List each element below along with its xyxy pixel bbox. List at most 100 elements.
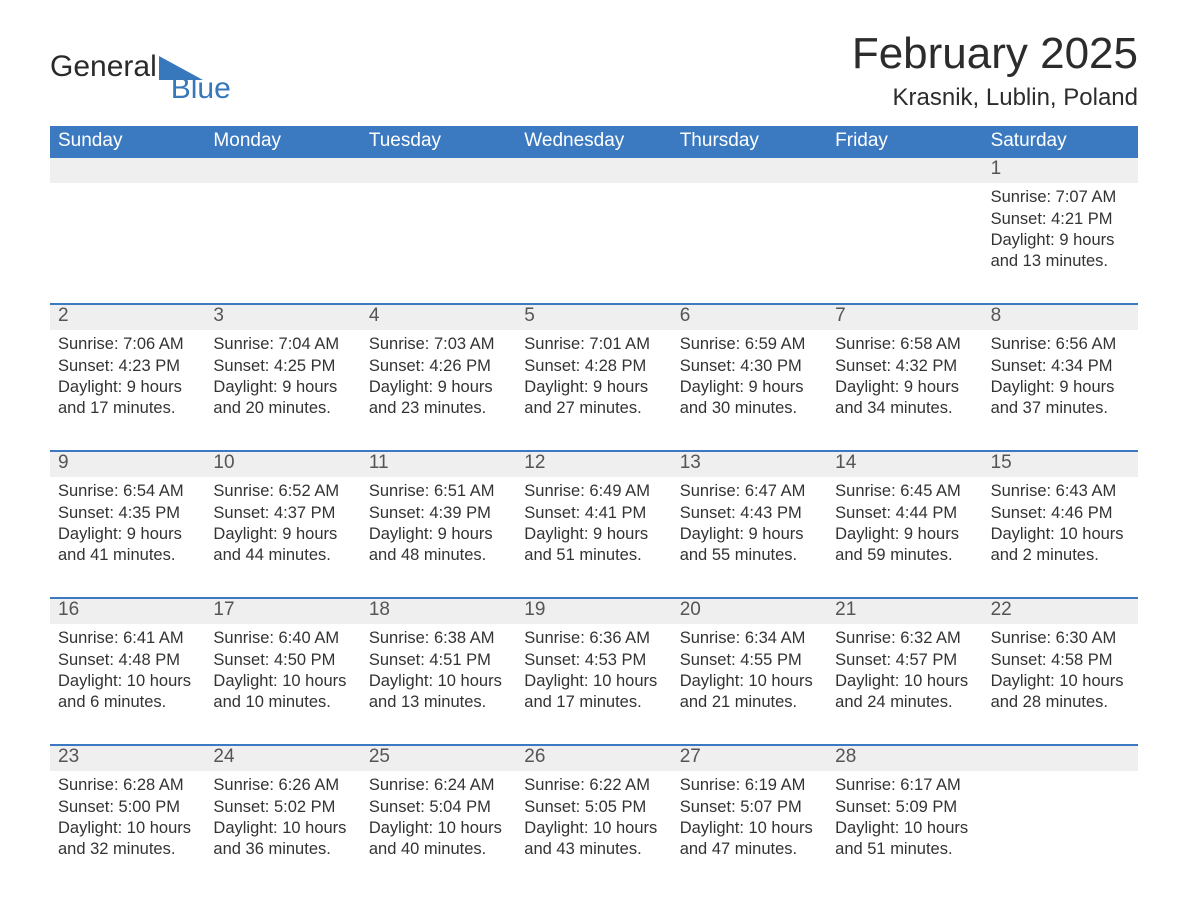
day-cell: Sunrise: 6:49 AMSunset: 4:41 PMDaylight:… [516, 477, 671, 573]
title-block: February 2025 Krasnik, Lublin, Poland [852, 30, 1138, 112]
calendar-page: General Blue February 2025 Krasnik, Lubl… [0, 0, 1188, 907]
sunset-line: Sunset: 5:07 PM [680, 797, 819, 818]
weekday-header: Friday [827, 126, 982, 158]
day-number: 25 [361, 746, 516, 771]
sunset-line: Sunset: 4:43 PM [680, 503, 819, 524]
day-number: 12 [516, 452, 671, 477]
day-cell: Sunrise: 6:28 AMSunset: 5:00 PMDaylight:… [50, 771, 205, 867]
day-cell: Sunrise: 7:03 AMSunset: 4:26 PMDaylight:… [361, 330, 516, 426]
content-row: Sunrise: 7:06 AMSunset: 4:23 PMDaylight:… [50, 330, 1138, 426]
daylight-line: Daylight: 10 hours and 47 minutes. [680, 818, 819, 860]
sunrise-line: Sunrise: 7:06 AM [58, 334, 197, 355]
calendar-body: 1Sunrise: 7:07 AMSunset: 4:21 PMDaylight… [50, 158, 1138, 867]
day-number: 26 [516, 746, 671, 771]
day-number: 15 [983, 452, 1138, 477]
header-row: General Blue February 2025 Krasnik, Lubl… [50, 30, 1138, 112]
day-number: 8 [983, 305, 1138, 330]
day-number: 6 [672, 305, 827, 330]
daylight-line: Daylight: 10 hours and 36 minutes. [213, 818, 352, 860]
day-cell: Sunrise: 6:38 AMSunset: 4:51 PMDaylight:… [361, 624, 516, 720]
day-number: 23 [50, 746, 205, 771]
sunrise-line: Sunrise: 6:54 AM [58, 481, 197, 502]
content-row: Sunrise: 6:41 AMSunset: 4:48 PM Daylight:… [50, 624, 1138, 720]
sunrise-line: Sunrise: 6:41 AM [58, 628, 197, 649]
day-number: 11 [361, 452, 516, 477]
calendar-week: 2345678Sunrise: 7:06 AMSunset: 4:23 PMDa… [50, 303, 1138, 426]
sunset-line: Sunset: 4:37 PM [213, 503, 352, 524]
daylight-line: Daylight: 9 hours and 51 minutes. [524, 524, 663, 566]
sunset-line: Sunset: 5:09 PM [835, 797, 974, 818]
sunrise-line: Sunrise: 6:58 AM [835, 334, 974, 355]
sunrise-line: Sunrise: 6:40 AM [213, 628, 352, 649]
day-number: 21 [827, 599, 982, 624]
daylight-line: Daylight: 9 hours and 55 minutes. [680, 524, 819, 566]
day-cell: Sunrise: 7:01 AMSunset: 4:28 PMDaylight:… [516, 330, 671, 426]
day-number: 19 [516, 599, 671, 624]
day-number: 3 [205, 305, 360, 330]
sunset-line: Sunset: 4:44 PM [835, 503, 974, 524]
daynum-row: 16171819202122 [50, 599, 1138, 624]
day-cell [50, 183, 205, 279]
daynum-row: 232425262728 [50, 746, 1138, 771]
content-row: Sunrise: 6:28 AMSunset: 5:00 PMDaylight:… [50, 771, 1138, 867]
day-cell: Sunrise: 6:47 AMSunset: 4:43 PMDaylight:… [672, 477, 827, 573]
day-cell: Sunrise: 6:40 AMSunset: 4:50 PMDaylight:… [205, 624, 360, 720]
day-cell: Sunrise: 6:54 AMSunset: 4:35 PMDaylight:… [50, 477, 205, 573]
calendar-week: 232425262728Sunrise: 6:28 AMSunset: 5:00… [50, 744, 1138, 867]
sunrise-line: Sunrise: 6:32 AM [835, 628, 974, 649]
day-number: 9 [50, 452, 205, 477]
weekday-header: Sunday [50, 126, 205, 158]
sunrise-line: Sunrise: 7:04 AM [213, 334, 352, 355]
location-subtitle: Krasnik, Lublin, Poland [852, 84, 1138, 112]
day-number: 27 [672, 746, 827, 771]
day-number: 17 [205, 599, 360, 624]
sunrise-line: Sunrise: 6:26 AM [213, 775, 352, 796]
weekday-header: Wednesday [516, 126, 671, 158]
daylight-line: Daylight: 9 hours and 23 minutes. [369, 377, 508, 419]
sunrise-line: Sunrise: 6:34 AM [680, 628, 819, 649]
sunset-line: Sunset: 4:48 PM [58, 650, 197, 671]
sunrise-line: Sunrise: 6:36 AM [524, 628, 663, 649]
sunset-line: Sunset: 4:41 PM [524, 503, 663, 524]
day-cell: Sunrise: 6:36 AMSunset: 4:53 PMDaylight:… [516, 624, 671, 720]
sunrise-line: Sunrise: 6:43 AM [991, 481, 1130, 502]
daylight-line: Daylight: 10 hours and 24 minutes. [835, 671, 974, 713]
sunset-line: Sunset: 4:25 PM [213, 356, 352, 377]
day-number [50, 158, 205, 183]
day-cell: Sunrise: 6:24 AMSunset: 5:04 PMDaylight:… [361, 771, 516, 867]
brand-logo: General Blue [50, 30, 269, 82]
day-number: 4 [361, 305, 516, 330]
sunset-line: Sunset: 4:57 PM [835, 650, 974, 671]
weekday-header-row: SundayMondayTuesdayWednesdayThursdayFrid… [50, 126, 1138, 158]
day-number: 24 [205, 746, 360, 771]
sunset-line: Sunset: 4:46 PM [991, 503, 1130, 524]
day-cell: Sunrise: 6:22 AMSunset: 5:05 PMDaylight:… [516, 771, 671, 867]
sunset-line: Sunset: 4:30 PM [680, 356, 819, 377]
day-number [205, 158, 360, 183]
day-number [827, 158, 982, 183]
day-cell [516, 183, 671, 279]
sunrise-line: Sunrise: 6:38 AM [369, 628, 508, 649]
sunrise-line: Sunrise: 6:47 AM [680, 481, 819, 502]
day-cell: Sunrise: 6:51 AMSunset: 4:39 PMDaylight:… [361, 477, 516, 573]
daylight-line: Daylight: 9 hours and 44 minutes. [213, 524, 352, 566]
sunset-line: Sunset: 4:55 PM [680, 650, 819, 671]
calendar-week: 9101112131415Sunrise: 6:54 AMSunset: 4:3… [50, 450, 1138, 573]
sunrise-line: Sunrise: 6:22 AM [524, 775, 663, 796]
day-cell: Sunrise: 6:32 AMSunset: 4:57 PMDaylight:… [827, 624, 982, 720]
sunset-line: Sunset: 4:50 PM [213, 650, 352, 671]
day-cell: Sunrise: 6:30 AMSunset: 4:58 PMDaylight:… [983, 624, 1138, 720]
day-cell: Sunrise: 6:59 AMSunset: 4:30 PMDaylight:… [672, 330, 827, 426]
day-number [516, 158, 671, 183]
day-cell: Sunrise: 6:45 AMSunset: 4:44 PMDaylight:… [827, 477, 982, 573]
daylight-line: Daylight: 9 hours and 20 minutes. [213, 377, 352, 419]
daylight-line: Daylight: 9 hours and 27 minutes. [524, 377, 663, 419]
sunrise-line: Sunrise: 6:30 AM [991, 628, 1130, 649]
sunset-line: Sunset: 5:02 PM [213, 797, 352, 818]
daylight-line: Daylight: 10 hours and 51 minutes. [835, 818, 974, 860]
sunrise-line: Sunrise: 7:01 AM [524, 334, 663, 355]
daylight-line: Daylight: 10 hours and 43 minutes. [524, 818, 663, 860]
sunrise-line: Sunrise: 6:56 AM [991, 334, 1130, 355]
day-cell: Sunrise: 7:07 AMSunset: 4:21 PMDaylight:… [983, 183, 1138, 279]
day-number [983, 746, 1138, 771]
